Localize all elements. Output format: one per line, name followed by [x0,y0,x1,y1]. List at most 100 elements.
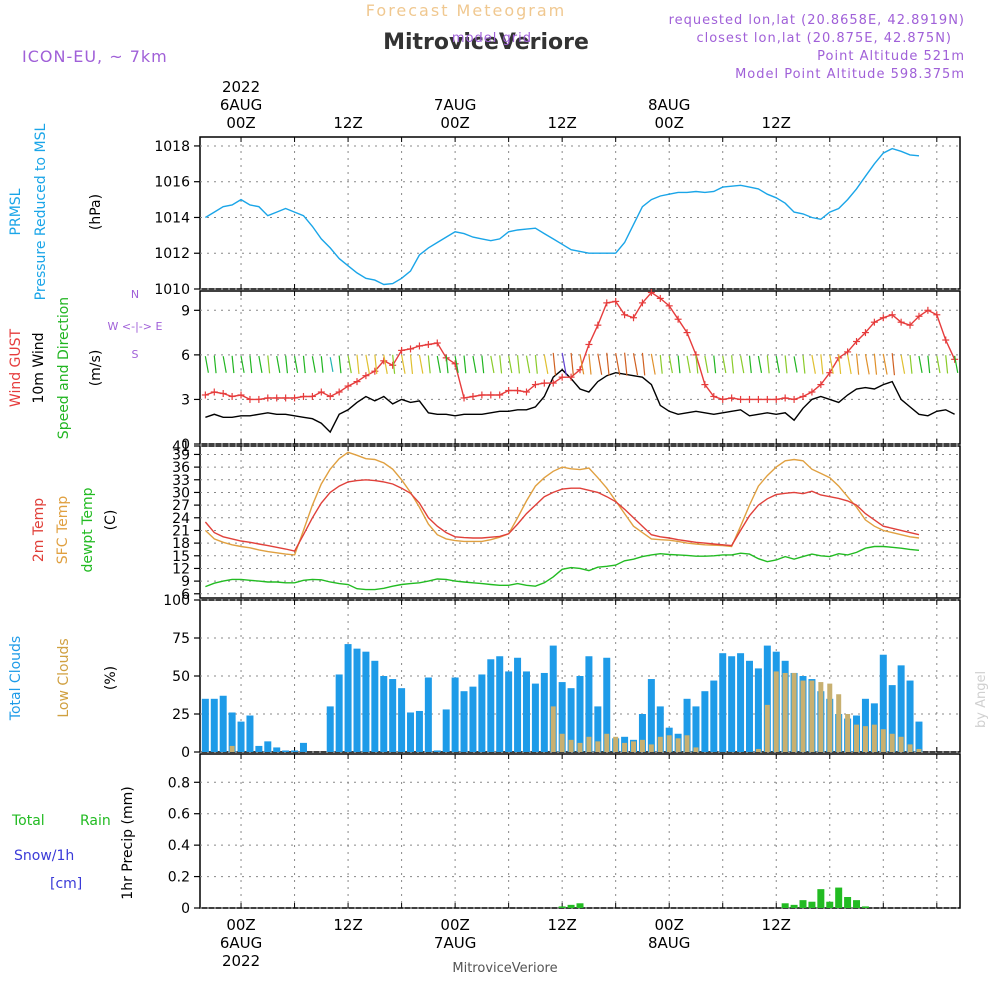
wind-arrow [285,355,289,374]
rain-bar [861,906,869,908]
wind10m-line [205,368,955,434]
wind-arrow [347,355,352,374]
total-clouds-bar [540,672,548,752]
wind-arrow [936,355,941,374]
total-clouds-bar [291,750,299,752]
total-clouds-bar [335,674,343,752]
time-label-bottom: 6AUG [220,934,262,952]
model-label: ICON-EU, ~ 7km [22,47,168,66]
temp2m-line [204,479,920,552]
low-clouds-bar [604,733,610,752]
rain-bar [853,900,861,908]
label-rain: Rain [80,813,111,829]
low-clouds-bar [613,736,619,752]
prmsl-line [205,147,920,286]
wind-arrow [534,354,538,374]
time-label-top: 12Z [333,114,362,132]
time-label-bottom: 00Z [440,916,469,934]
low-clouds-bar [889,733,895,752]
wind-arrow [401,354,406,374]
time-label-bottom: 12Z [547,916,576,934]
wind-arrow [650,353,656,375]
credit: by Angel [974,671,989,728]
grid-prefix: model grid [452,31,532,46]
low-clouds-bar [229,745,235,752]
wind-arrow [900,354,906,374]
time-label-bottom: 8AUG [648,934,690,952]
panel-frame-precipitation [199,753,961,909]
low-clouds-bar [648,744,654,752]
total-clouds-bar [603,657,611,752]
label-percent: (%) [103,666,119,690]
wind-arrow [383,354,388,375]
y-tick-label: 0 [181,437,190,453]
total-clouds-bar [389,679,397,752]
low-clouds-bar [791,672,797,752]
y-tick-label: 0.2 [168,870,190,886]
wind-arrow [320,356,324,373]
label-cm: [cm] [50,876,82,892]
low-clouds-bar [845,714,851,752]
wind-arrow [829,354,834,374]
wind-arrow [731,355,735,374]
total-clouds-bar [326,706,334,752]
total-clouds-bar [246,715,254,752]
wind-arrow [847,354,852,375]
y-tick-label: 50 [172,669,190,685]
wind-arrow [570,352,574,376]
y-tick-label: 25 [172,707,190,723]
time-label-top: 00Z [655,114,684,132]
wind-arrow [499,355,503,374]
total-clouds-bar [861,698,869,752]
total-clouds-bar [228,712,236,752]
wind-arrow [561,352,567,376]
total-clouds-bar [398,688,406,752]
rain-bar [558,906,566,908]
label-c: (C) [103,510,119,531]
wind-arrow [606,352,610,376]
low-clouds-bar [827,683,833,752]
wind-arrow [954,355,959,373]
low-clouds-bar [898,736,904,752]
time-label-bottom: 12Z [333,916,362,934]
wind-arrow [632,353,639,376]
wind-compass: W <-|-> E [108,320,163,333]
label-low-clouds: Low Clouds [56,638,72,717]
total-clouds-bar [737,653,745,752]
low-clouds-bar [800,680,806,752]
total-clouds-bar [683,698,691,752]
wind-arrow [802,355,806,374]
low-clouds-bar [639,739,645,752]
total-clouds-bar [692,706,700,752]
total-clouds-bar [299,742,307,752]
y-tick-label: 1016 [154,175,190,191]
total-clouds-bar [415,710,423,752]
closest-coords: closest lon,lat (20.875E, 42.875N) [696,31,952,46]
total-clouds-bar [585,656,593,752]
wind-arrow [204,356,209,373]
low-clouds-bar [871,724,877,752]
wind-arrow [338,355,342,374]
wind-arrow [615,352,621,376]
wind-arrow [927,355,931,374]
wind-arrow [222,356,227,373]
y-tick-label: 0.4 [168,838,190,854]
total-clouds-bar [344,644,352,752]
dewpt-line [205,545,920,591]
total-clouds-bar [915,721,923,752]
y-tick-label: 21 [172,523,190,539]
total-clouds-bar [906,680,914,752]
wind-arrow [838,354,842,374]
wind-arrow [454,355,459,373]
wind-arrow [597,353,603,375]
label-dewpt-temp: dewpt Temp [80,487,96,572]
time-label-top: 8AUG [648,96,690,114]
wind-arrow [775,355,780,373]
wind-arrow [525,355,531,374]
total-clouds-bar [701,691,709,752]
y-tick-label: 36 [172,460,190,476]
total-clouds-bar [219,695,227,752]
total-clouds-bar [460,691,468,752]
total-clouds-bar [424,677,432,752]
total-clouds-bar [442,709,450,752]
